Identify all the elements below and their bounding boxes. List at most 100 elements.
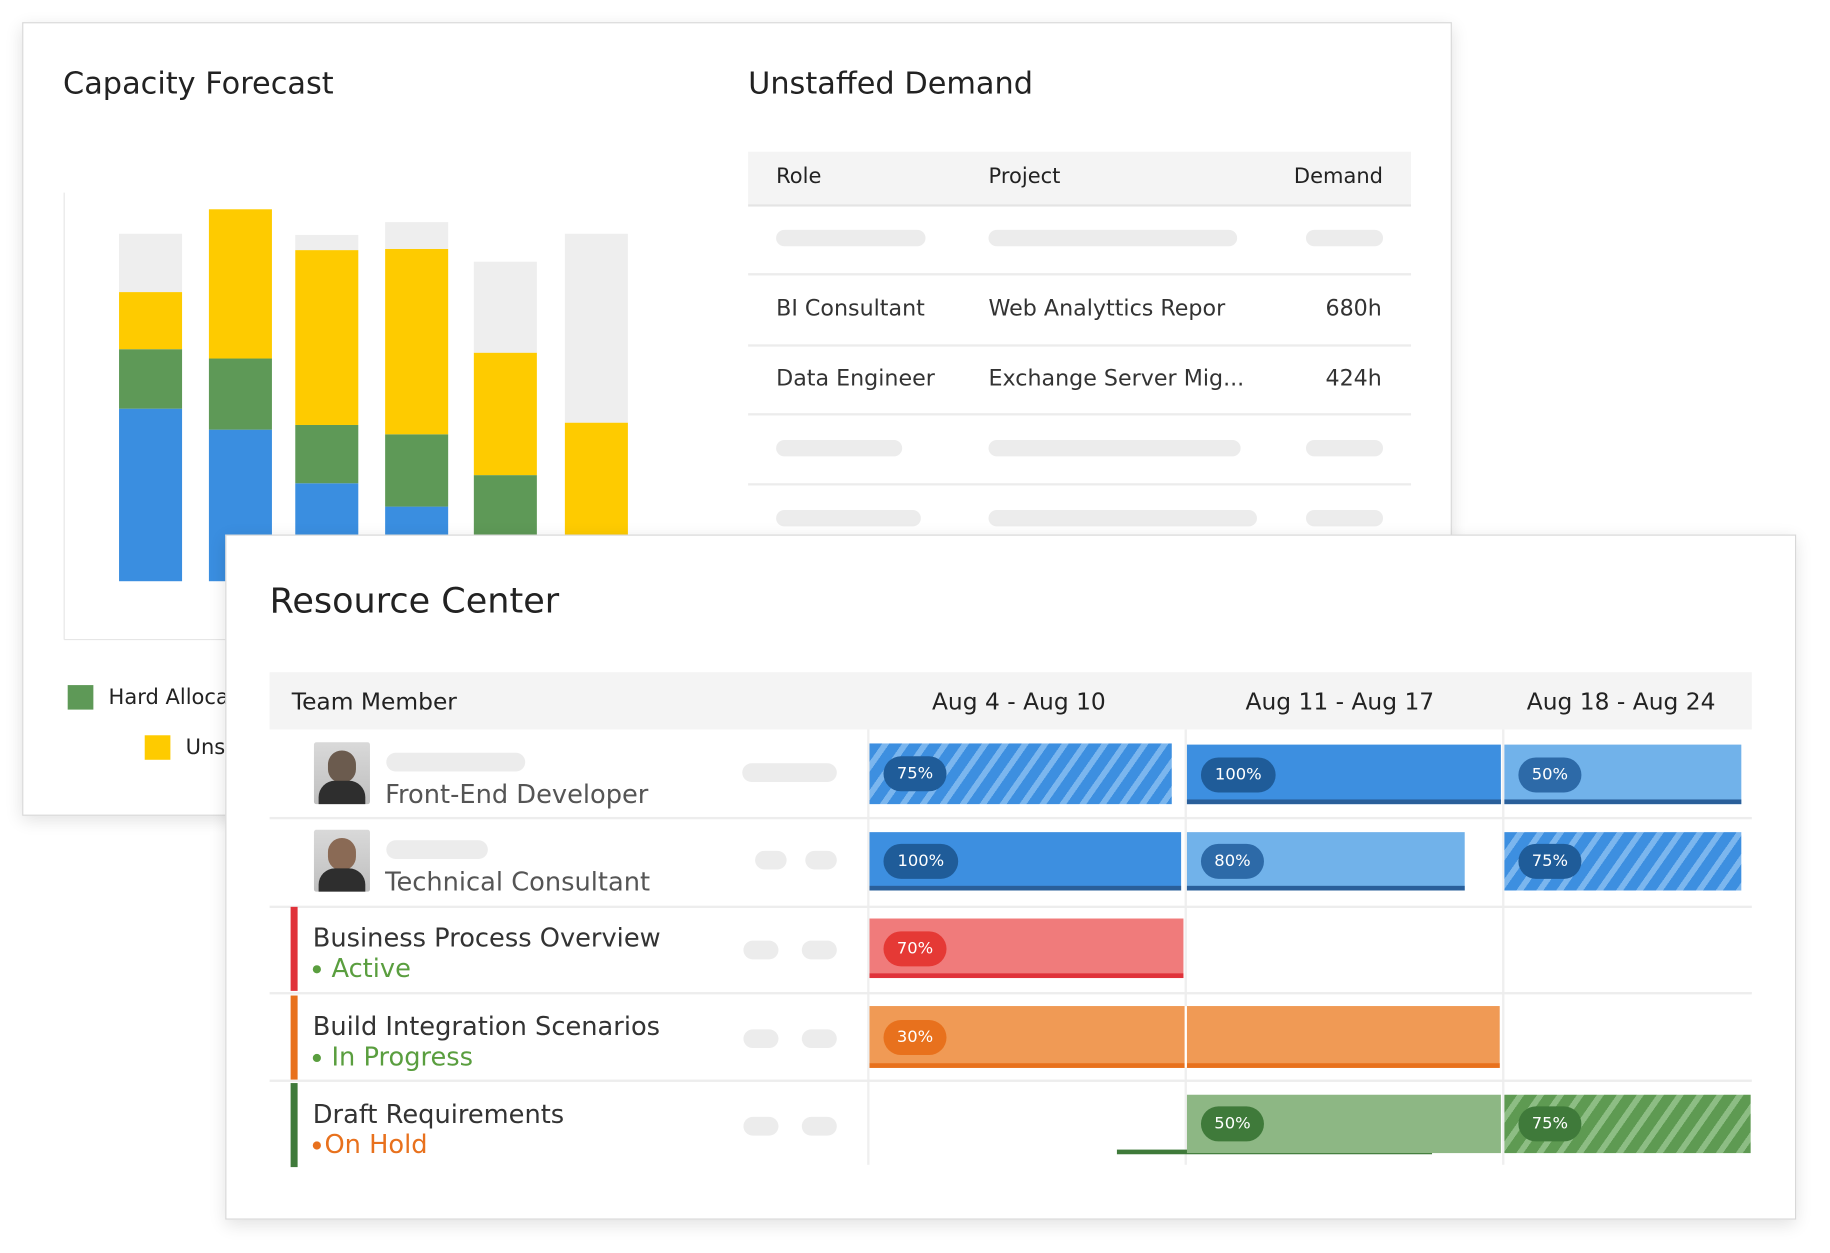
allocation-label: 80% [1200, 843, 1264, 879]
cell: Web Analyttics Repor [988, 295, 1226, 322]
skeleton [988, 510, 1257, 527]
cell: BI Consultant [776, 295, 925, 322]
skeleton [776, 229, 926, 247]
allocation-label: 75% [1518, 1106, 1582, 1142]
allocation-label: 30% [883, 1019, 947, 1055]
task-name: Business Process Overview [312, 924, 661, 954]
skeleton [742, 763, 837, 782]
skeleton [776, 510, 921, 527]
bar-segment [385, 222, 449, 249]
role: Front-End Developer [385, 780, 649, 810]
allocation-label: 50% [1200, 1106, 1264, 1142]
task-status: On Hold [324, 1130, 428, 1161]
divider [748, 483, 1412, 486]
skeleton [805, 850, 837, 870]
column-header: Aug 4 - Aug 10 [931, 687, 1106, 716]
skeleton [801, 1029, 837, 1049]
bar-segment [473, 261, 537, 353]
skeleton [755, 850, 787, 870]
cell: 424h [1325, 365, 1382, 392]
column-header: Aug 18 - Aug 24 [1526, 687, 1716, 716]
week-divider [1184, 1006, 1187, 1068]
bar-segment [119, 233, 183, 293]
column-header: Role [776, 164, 822, 190]
bar-segment [119, 349, 183, 409]
skeleton [801, 1116, 837, 1136]
bar-segment [564, 233, 628, 423]
column-header: Demand [1293, 164, 1384, 190]
column-header: Aug 11 - Aug 17 [1245, 687, 1435, 716]
divider [748, 273, 1412, 276]
column-divider [1184, 729, 1187, 1165]
skeleton [743, 1029, 779, 1049]
task-name: Draft Requirements [312, 1100, 565, 1130]
allocation-bar [869, 832, 1182, 891]
grid-header [269, 672, 1752, 730]
divider [748, 204, 1412, 207]
status-dot [312, 1053, 321, 1063]
skeleton [1305, 510, 1384, 527]
cell: Data Engineer [776, 365, 935, 392]
skeleton [743, 1116, 779, 1136]
divider [269, 816, 1752, 820]
bar-segment [295, 250, 359, 425]
avatar-body [318, 780, 366, 805]
allocation-label: 100% [1200, 756, 1276, 792]
column-header: Team Member [291, 687, 457, 716]
skeleton [743, 940, 779, 960]
divider [748, 413, 1412, 416]
column-header: Project [988, 164, 1061, 190]
avatar-face [327, 750, 356, 784]
bar-segment [385, 434, 449, 507]
status-stripe [290, 995, 298, 1080]
status-dot [312, 965, 321, 974]
allocation-label: 75% [883, 756, 947, 792]
allocation-label: 70% [883, 930, 947, 966]
skeleton [386, 752, 526, 772]
bar-segment [119, 408, 183, 582]
column-divider [1502, 729, 1505, 1165]
status-dot [312, 1141, 321, 1150]
table-title: Unstaffed Demand [748, 66, 1034, 102]
table-header [748, 151, 1412, 205]
divider [269, 905, 1752, 909]
skeleton [386, 840, 488, 859]
legend-label: Uns [185, 735, 226, 760]
allocation-label: 100% [883, 843, 959, 879]
skeleton [1305, 439, 1384, 457]
skeleton [1305, 229, 1384, 247]
status-stripe [290, 1083, 298, 1168]
role: Technical Consultant [385, 868, 651, 898]
chart-title: Capacity Forecast [63, 66, 334, 102]
bar-segment [385, 248, 449, 435]
task-status: Active [331, 954, 411, 984]
section-title: Resource Center [269, 581, 560, 623]
column-divider [867, 729, 870, 1165]
bar-segment [473, 352, 537, 476]
avatar-face [327, 837, 356, 871]
task-name: Build Integration Scenarios [312, 1013, 661, 1043]
legend-label: Hard Alloca [108, 685, 229, 710]
bar-segment [119, 292, 183, 350]
bar-segment [295, 424, 359, 484]
divider [269, 1079, 1752, 1082]
legend-swatch [144, 735, 171, 760]
bar-segment [208, 209, 272, 359]
allocation-label: 50% [1518, 756, 1582, 792]
status-stripe [290, 906, 298, 991]
skeleton [988, 229, 1238, 247]
bar-segment [208, 358, 272, 430]
legend-swatch [67, 685, 94, 710]
divider [748, 344, 1412, 347]
avatar-body [318, 868, 366, 892]
cell: 680h [1325, 295, 1382, 322]
bar-segment [295, 234, 359, 251]
skeleton [801, 940, 837, 960]
cell: Exchange Server Mig... [988, 365, 1245, 392]
divider [269, 992, 1752, 995]
skeleton [776, 439, 903, 457]
allocation-bar [869, 1006, 1500, 1068]
task-status: In Progress [331, 1043, 474, 1073]
